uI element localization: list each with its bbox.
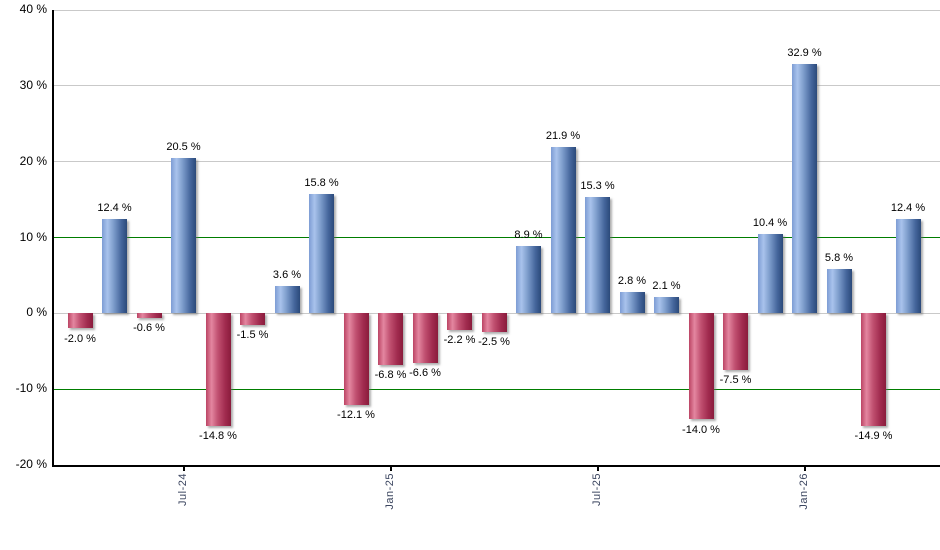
- bar: [654, 297, 679, 314]
- bar-value-label: -1.5 %: [236, 328, 269, 341]
- bar: [274, 286, 300, 314]
- bar: [895, 219, 921, 314]
- bar-value-label: -0.6 %: [133, 321, 165, 334]
- bar-value-label: -2.0 %: [64, 332, 96, 345]
- y-axis-tick-label: 40 %: [19, 2, 47, 16]
- bar: [516, 245, 541, 314]
- y-axis-tick-label: 30 %: [19, 77, 47, 92]
- bar-value-label: 32.9 %: [787, 46, 822, 59]
- bar: [619, 292, 645, 314]
- bar: [826, 269, 852, 314]
- x-axis-line: [52, 465, 940, 467]
- bar: [723, 313, 748, 371]
- bar-value-label: 3.6 %: [272, 269, 302, 282]
- bar: [240, 313, 265, 325]
- bar: [412, 313, 438, 364]
- bar-value-label: 12.4 %: [97, 202, 132, 215]
- bar-value-label: -12.1 %: [337, 409, 375, 422]
- x-axis-tick-label: Jul-25: [590, 473, 603, 506]
- bar-value-label: -7.5 %: [719, 374, 752, 387]
- x-axis-tick: [803, 465, 806, 471]
- bar: [688, 313, 714, 420]
- bar-value-label: 8.9 %: [514, 228, 543, 241]
- threshold-gridline: [52, 388, 940, 390]
- bar-value-label: 2.8 %: [617, 275, 647, 288]
- gridline: [52, 9, 940, 11]
- bar: [205, 313, 231, 426]
- bar-value-label: -2.2 %: [443, 334, 476, 347]
- y-axis-tick-label: -10 %: [15, 381, 47, 396]
- y-axis-tick-label: 20 %: [19, 153, 47, 168]
- bar-value-label: 2.1 %: [652, 280, 681, 293]
- bar-value-label: 20.5 %: [166, 140, 201, 153]
- bar-value-label: -14.0 %: [682, 423, 720, 436]
- bar-value-label: 12.4 %: [890, 202, 926, 215]
- bar-value-label: -14.9 %: [854, 430, 893, 443]
- bar-value-label: 10.4 %: [752, 217, 788, 230]
- x-axis-tick: [389, 465, 392, 471]
- bar: [136, 313, 162, 318]
- bar: [792, 63, 817, 314]
- bar: [447, 313, 472, 330]
- bar: [102, 219, 127, 314]
- x-axis-tick: [182, 465, 185, 471]
- y-axis-line: [52, 10, 54, 467]
- bar-value-label: -6.6 %: [409, 367, 441, 380]
- bar-value-label: -6.8 %: [374, 368, 407, 381]
- bar: [481, 313, 507, 333]
- bar: [67, 313, 93, 329]
- bar: [343, 313, 369, 406]
- x-axis-tick-label: Jul-24: [176, 473, 189, 506]
- bar-value-label: 15.3 %: [580, 180, 615, 193]
- y-axis-tick-label: 0 %: [26, 305, 47, 320]
- bar: [757, 234, 783, 314]
- bar-value-label: 5.8 %: [824, 252, 854, 265]
- x-axis-tick-label: Jan-26: [797, 473, 810, 510]
- bar-value-label: 21.9 %: [545, 130, 581, 143]
- bar-value-label: -14.8 %: [199, 429, 237, 442]
- y-axis-tick-label: 10 %: [19, 229, 47, 244]
- bar: [585, 197, 610, 314]
- bar: [171, 157, 196, 314]
- x-axis-tick: [596, 465, 599, 471]
- bar: [378, 313, 403, 365]
- bar: [309, 193, 334, 314]
- x-axis-tick-label: Jan-25: [383, 473, 396, 510]
- bar: [861, 313, 886, 427]
- y-axis-tick-label: -20 %: [15, 457, 47, 471]
- bar: [550, 147, 576, 314]
- bar-value-label: -2.5 %: [478, 336, 510, 349]
- bar-value-label: 15.8 %: [304, 176, 339, 189]
